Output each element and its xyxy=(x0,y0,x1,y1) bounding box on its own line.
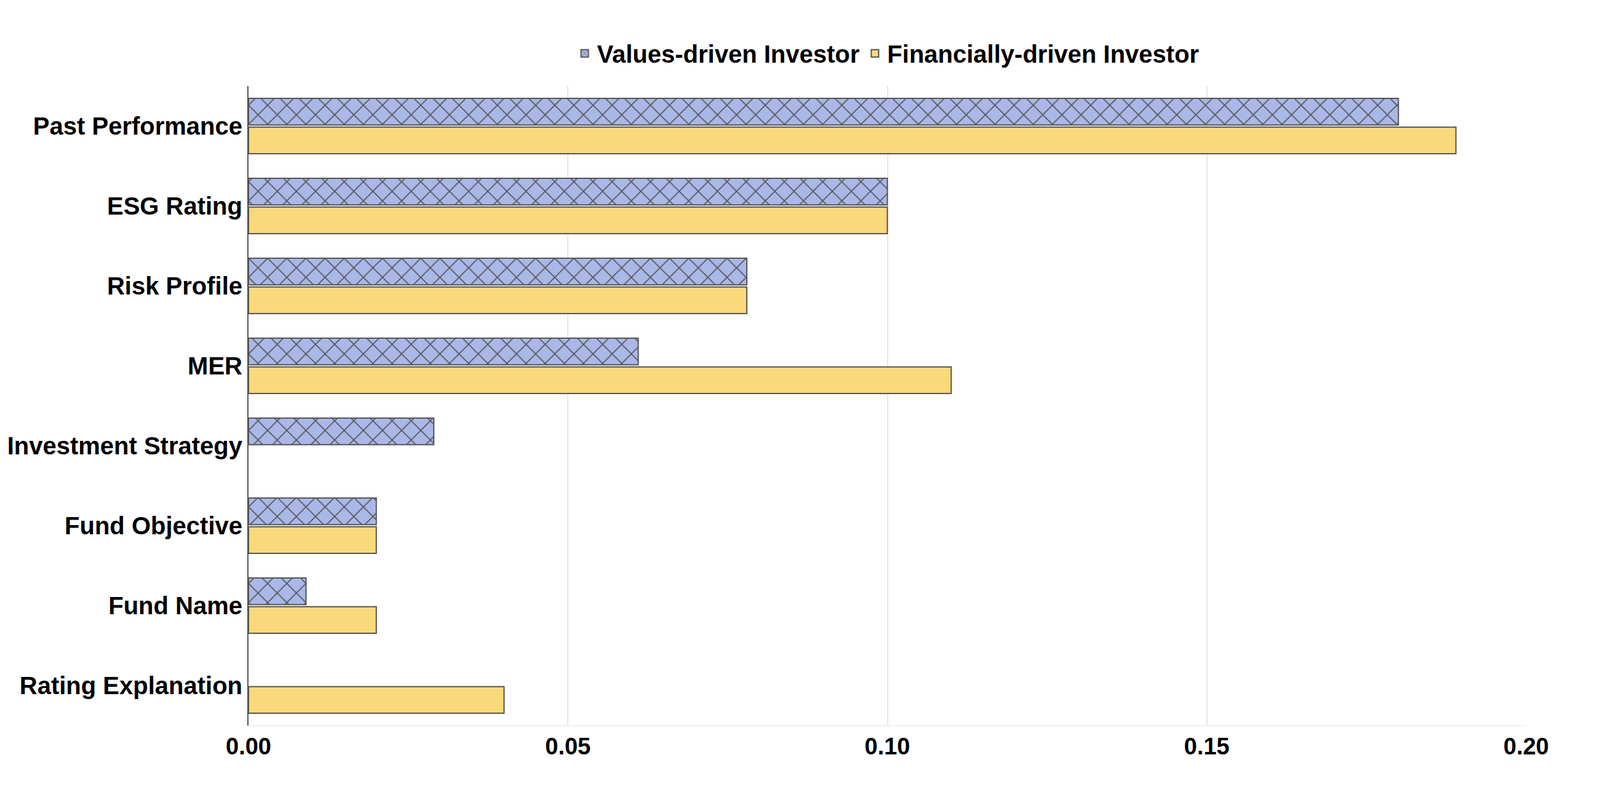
svg-text:Fund Name: Fund Name xyxy=(108,592,243,620)
svg-text:MER: MER xyxy=(187,352,243,380)
svg-text:Financially-driven Investor: Financially-driven Investor xyxy=(887,40,1199,68)
svg-text:Values-driven Investor: Values-driven Investor xyxy=(597,40,860,68)
svg-text:ESG Rating: ESG Rating xyxy=(107,192,243,220)
svg-text:0.05: 0.05 xyxy=(545,733,591,760)
svg-text:Risk Profile: Risk Profile xyxy=(107,272,243,300)
svg-text:Past Performance: Past Performance xyxy=(33,112,243,140)
svg-text:0.20: 0.20 xyxy=(1503,733,1549,760)
svg-text:Fund Objective: Fund Objective xyxy=(64,512,243,540)
svg-text:Rating Explanation: Rating Explanation xyxy=(19,672,243,700)
svg-text:0.15: 0.15 xyxy=(1184,733,1230,760)
svg-text:Investment Strategy: Investment Strategy xyxy=(7,432,243,460)
svg-text:0.10: 0.10 xyxy=(864,733,911,760)
svg-text:0.00: 0.00 xyxy=(225,733,272,760)
